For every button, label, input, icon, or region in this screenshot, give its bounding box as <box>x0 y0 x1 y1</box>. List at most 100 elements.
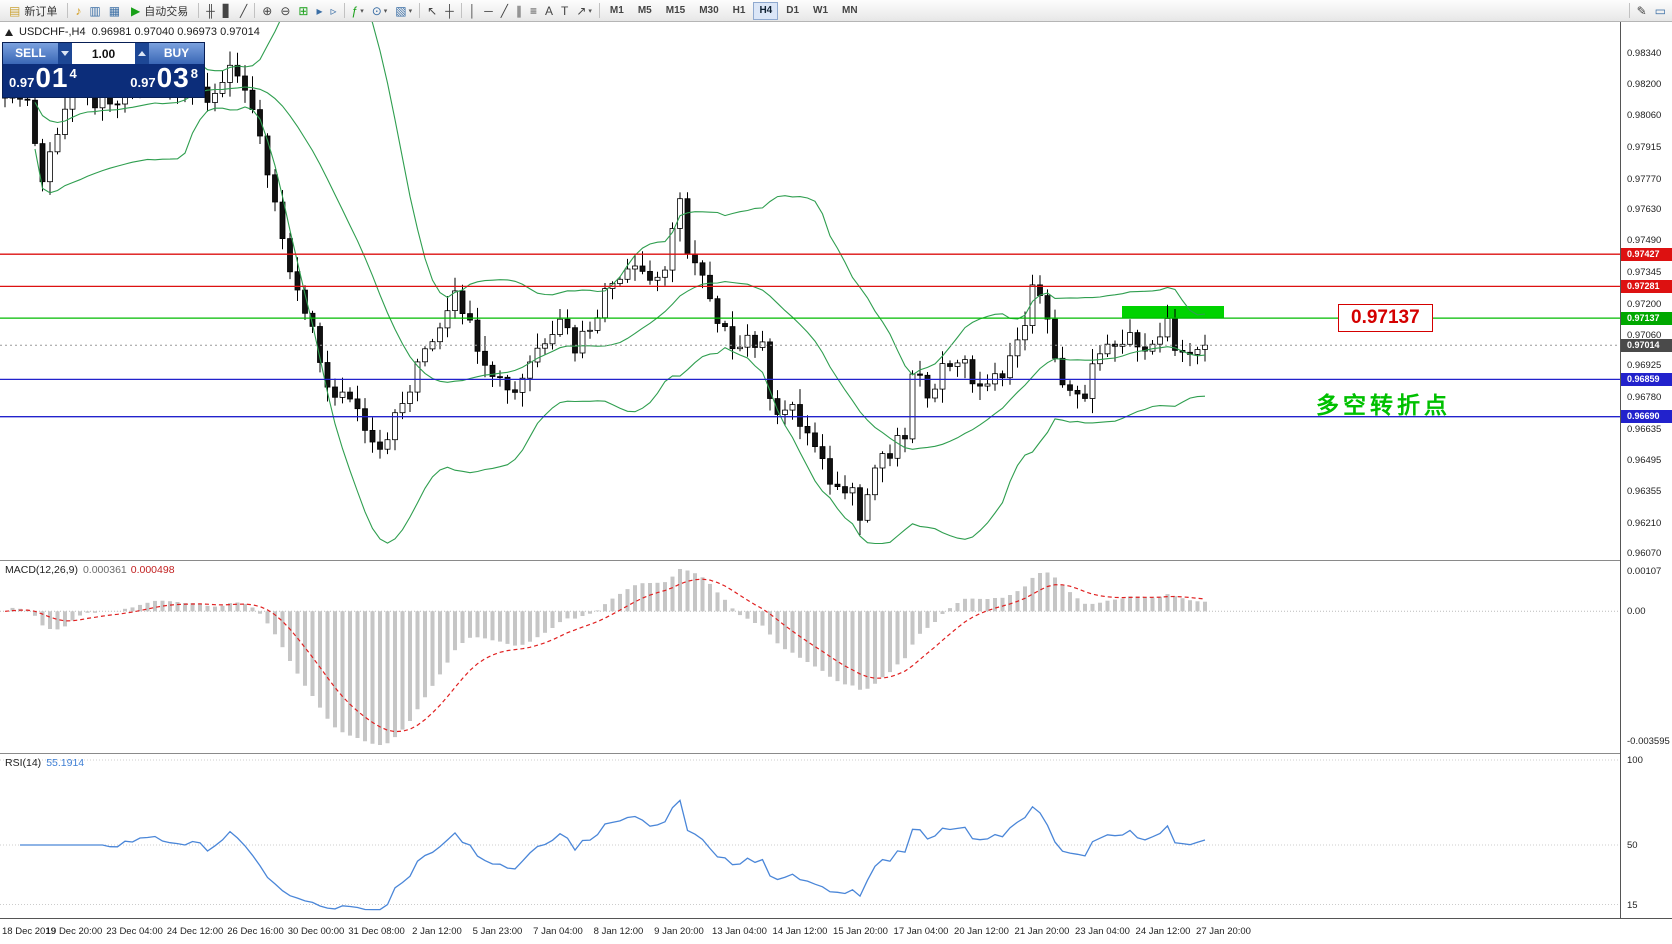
macd-panel[interactable]: MACD(12,26,9) 0.000361 0.000498 <box>0 560 1620 753</box>
new-order-glyph: ▤ <box>9 3 21 18</box>
price-level-badge: 0.97427 <box>1621 247 1672 261</box>
toolbar-separator <box>460 3 462 18</box>
navigator-icon[interactable]: ▦ <box>105 1 124 21</box>
sell-price: 0.97014 <box>9 62 77 93</box>
time-scale[interactable]: 18 Dec 2019 19 Dec 20:00 23 Dec 04:00 24 De… <box>0 918 1672 944</box>
toolbar-separator <box>254 3 256 18</box>
auto-scroll-icon[interactable]: ▸ <box>312 1 326 21</box>
zoom-in-icon[interactable]: ⊕ <box>258 1 276 21</box>
horizontal-line-icon-glyph: ─ <box>484 3 493 18</box>
periods-icon-glyph: ⊙ <box>371 3 382 18</box>
price-chart-panel[interactable]: USDCHF-,H4 0.96981 0.97040 0.96973 0.970… <box>0 22 1620 560</box>
vertical-line-icon[interactable]: │ <box>465 1 481 21</box>
timeframe-button-m5[interactable]: M5 <box>637 4 652 16</box>
crosshair-icon-glyph: ┼ <box>445 3 454 18</box>
line-chart-icon[interactable]: ╱ <box>236 1 251 21</box>
time-axis-label: 27 Jan 20:00 <box>1196 926 1251 937</box>
crosshair-icon[interactable]: ┼ <box>441 1 458 21</box>
periods-icon[interactable]: ⊙ ▾ <box>368 1 392 21</box>
price-axis-label: 0.97915 <box>1627 141 1662 153</box>
price-chart-svg[interactable] <box>0 22 1620 560</box>
autotrading-button[interactable]: ▶ 自动交易 <box>124 1 195 21</box>
auto-scroll-icon-glyph: ▸ <box>316 3 323 18</box>
label-icon[interactable]: T <box>557 1 572 21</box>
candle-bodies-layer <box>2 64 1208 521</box>
time-axis-label: 5 Jan 23:00 <box>472 926 523 937</box>
time-axis-label: 8 Jan 12:00 <box>593 926 644 937</box>
timeframe-button-w1[interactable]: W1 <box>813 4 829 16</box>
market-watch-icon[interactable]: ▥ <box>85 1 104 21</box>
timeframe-button-m1[interactable]: M1 <box>609 4 624 16</box>
symbol-ohlc: 0.96981 0.97040 0.96973 0.97014 <box>91 26 260 38</box>
cursor-icon-glyph: ↖ <box>427 3 438 18</box>
text-icon-glyph: A <box>544 3 553 18</box>
horizontal-line-icon[interactable]: ─ <box>480 1 497 21</box>
price-level-badge: 0.97014 <box>1621 338 1672 352</box>
arrows-icon[interactable]: ↗ ▾ <box>572 1 596 21</box>
price-level-badge: 0.96859 <box>1621 372 1672 386</box>
timeframe-button-m15[interactable]: M15 <box>665 4 686 16</box>
volume-input[interactable] <box>72 43 135 64</box>
candlestick-chart-icon-glyph: ▋ <box>222 3 233 18</box>
time-axis-label: 17 Jan 04:00 <box>893 926 949 937</box>
price-axis-label: 0.96070 <box>1627 548 1662 560</box>
time-axis-label: 30 Dec 00:00 <box>287 926 345 937</box>
indicators-icon-glyph: ƒ <box>351 3 359 18</box>
navigator-icon-glyph: ▦ <box>108 3 121 18</box>
text-icon[interactable]: A <box>541 1 557 21</box>
price-axis-label: 0.97630 <box>1627 204 1662 216</box>
buy-price: 0.97038 <box>130 62 198 93</box>
templates-icon[interactable]: ▧ ▾ <box>391 1 416 21</box>
one-click-toggle-icon[interactable] <box>5 28 13 36</box>
rsi-svg[interactable] <box>0 754 1620 919</box>
timeframe-button-d1[interactable]: D1 <box>786 4 800 16</box>
timeframe-button-m30[interactable]: M30 <box>699 4 719 16</box>
price-callout-label[interactable]: 0.97137 <box>1338 304 1433 333</box>
trendline-icon[interactable]: ╱ <box>497 1 512 21</box>
toolbar-separator <box>1628 3 1630 18</box>
tile-windows-icon-glyph: ⊞ <box>298 3 309 18</box>
bar-chart-icon[interactable]: ╫ <box>202 1 219 21</box>
toolbar: ▤ 新订单 ♪ ▥ ▦ ▶ 自动交易 ╫ ▋ ╱ ⊕ ⊖ ⊞ ▸ ▹ ƒ ▾ ⊙ ▾ ▧ ▾ ↖ ┼ │ ─ ╱ ∥ ≡ A T ↗ ▾ M1 M… <box>0 0 1672 22</box>
channel-icon[interactable]: ∥ <box>512 1 526 21</box>
candlestick-chart-icon[interactable]: ▋ <box>219 1 236 21</box>
buy-button[interactable]: BUY <box>149 43 204 64</box>
volume-decrease-button[interactable] <box>58 43 72 64</box>
macd-svg[interactable] <box>0 561 1620 753</box>
arrows-icon-glyph: ↗ <box>576 3 587 18</box>
macd-axis-label: 0.00107 <box>1627 566 1662 577</box>
rsi-panel[interactable]: RSI(14) 55.1914 <box>0 753 1620 919</box>
zoom-out-icon[interactable]: ⊖ <box>276 1 294 21</box>
timeframe-button-mn[interactable]: MN <box>842 4 858 16</box>
macd-axis-label: 0.00 <box>1627 606 1646 618</box>
cursor-icon[interactable]: ↖ <box>423 1 441 21</box>
chart-shift-icon-glyph: ▹ <box>330 3 337 18</box>
time-axis-label: 14 Jan 12:00 <box>772 926 828 937</box>
toolbar-separator <box>598 3 600 18</box>
label-icon-glyph: T <box>561 3 569 18</box>
price-axis-label: 0.97490 <box>1627 235 1662 247</box>
alerts-icon[interactable]: ♪ <box>71 1 85 21</box>
sell-button[interactable]: SELL <box>3 43 58 64</box>
chart-edit-icon[interactable]: ✎ <box>1636 3 1647 18</box>
price-axis-label: 0.97200 <box>1627 299 1662 311</box>
volume-up-icon <box>138 51 146 56</box>
new-order-button[interactable]: ▤ 新订单 <box>2 1 64 21</box>
panel-window-icon[interactable]: ▭ <box>1654 3 1666 18</box>
supply-zone-rect[interactable] <box>1122 305 1224 319</box>
chart-shift-icon[interactable]: ▹ <box>326 1 340 21</box>
fibonacci-icon[interactable]: ≡ <box>526 1 541 21</box>
volume-increase-button[interactable] <box>135 43 149 64</box>
time-axis-label: 7 Jan 04:00 <box>533 926 583 937</box>
timeframe-button-h4[interactable]: H4 <box>753 1 779 20</box>
zoom-out-icon-glyph: ⊖ <box>280 3 291 18</box>
price-axis-label: 0.97060 <box>1627 330 1662 342</box>
tile-windows-icon[interactable]: ⊞ <box>294 1 312 21</box>
price-scale[interactable]: 0.98340 0.98200 0.98060 0.97915 0.97770 0.976… <box>1620 22 1672 918</box>
macd-signal-line <box>4 578 1206 733</box>
time-axis-label: 23 Jan 04:00 <box>1075 926 1130 937</box>
indicators-icon[interactable]: ƒ ▾ <box>348 1 368 21</box>
timeframe-button-h1[interactable]: H1 <box>732 4 746 16</box>
chart-annotation-text[interactable]: 多空转折点 <box>1316 392 1451 419</box>
time-axis-label: 31 Dec 08:00 <box>348 926 405 937</box>
